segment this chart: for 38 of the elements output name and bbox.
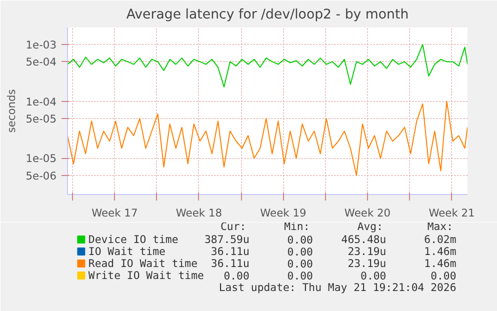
text: 1.46m xyxy=(424,245,456,258)
x-tick-label: Week 21 xyxy=(428,206,475,220)
text: Max: xyxy=(427,220,454,233)
text: 6.02m xyxy=(424,233,456,246)
chart-title: Average latency for /dev/loop2 - by month xyxy=(126,8,409,22)
legend-label: Write IO Wait time xyxy=(88,269,204,282)
text: 0.00 xyxy=(430,270,456,282)
text: Last update: Thu May 21 19:21:04 2026 xyxy=(218,281,456,294)
line-series xyxy=(68,100,468,176)
text: 0.00 xyxy=(287,246,313,258)
legend-label: Device IO time xyxy=(88,233,178,246)
text: 387.59u xyxy=(204,233,250,246)
x-tick-label: Week 17 xyxy=(92,206,138,220)
x-tick-label: Week 20 xyxy=(344,206,391,220)
text: 23.19u xyxy=(348,257,386,270)
text: 0.00 xyxy=(360,270,386,282)
legend-label: Read IO Wait time xyxy=(88,257,198,270)
line-series xyxy=(68,44,468,88)
y-tick-label: 1e-05 xyxy=(26,152,57,166)
y-tick-label: 1e-03 xyxy=(26,38,57,52)
x-tick-label: Week 18 xyxy=(176,206,222,220)
legend-label: IO Wait time xyxy=(88,245,166,258)
text: 23.19u xyxy=(348,245,386,258)
text: 0.00 xyxy=(287,270,313,282)
y-tick-label: 1e-04 xyxy=(26,95,57,108)
text: 0.00 xyxy=(287,258,313,270)
text: 1.46m xyxy=(424,257,456,270)
text: 36.11u xyxy=(210,257,250,270)
text: 36.11u xyxy=(210,245,250,258)
y-tick-label: 5e-06 xyxy=(26,169,57,182)
text: 0.00 xyxy=(287,234,313,246)
y-tick-label: 5e-05 xyxy=(26,112,57,126)
text: 0.00 xyxy=(224,270,250,282)
y-axis-title: seconds xyxy=(4,88,18,133)
x-tick-label: Week 19 xyxy=(260,206,307,220)
text: Avg: xyxy=(357,220,383,233)
y-tick-label: 5e-04 xyxy=(26,56,57,69)
text: 465.48u xyxy=(341,233,386,246)
